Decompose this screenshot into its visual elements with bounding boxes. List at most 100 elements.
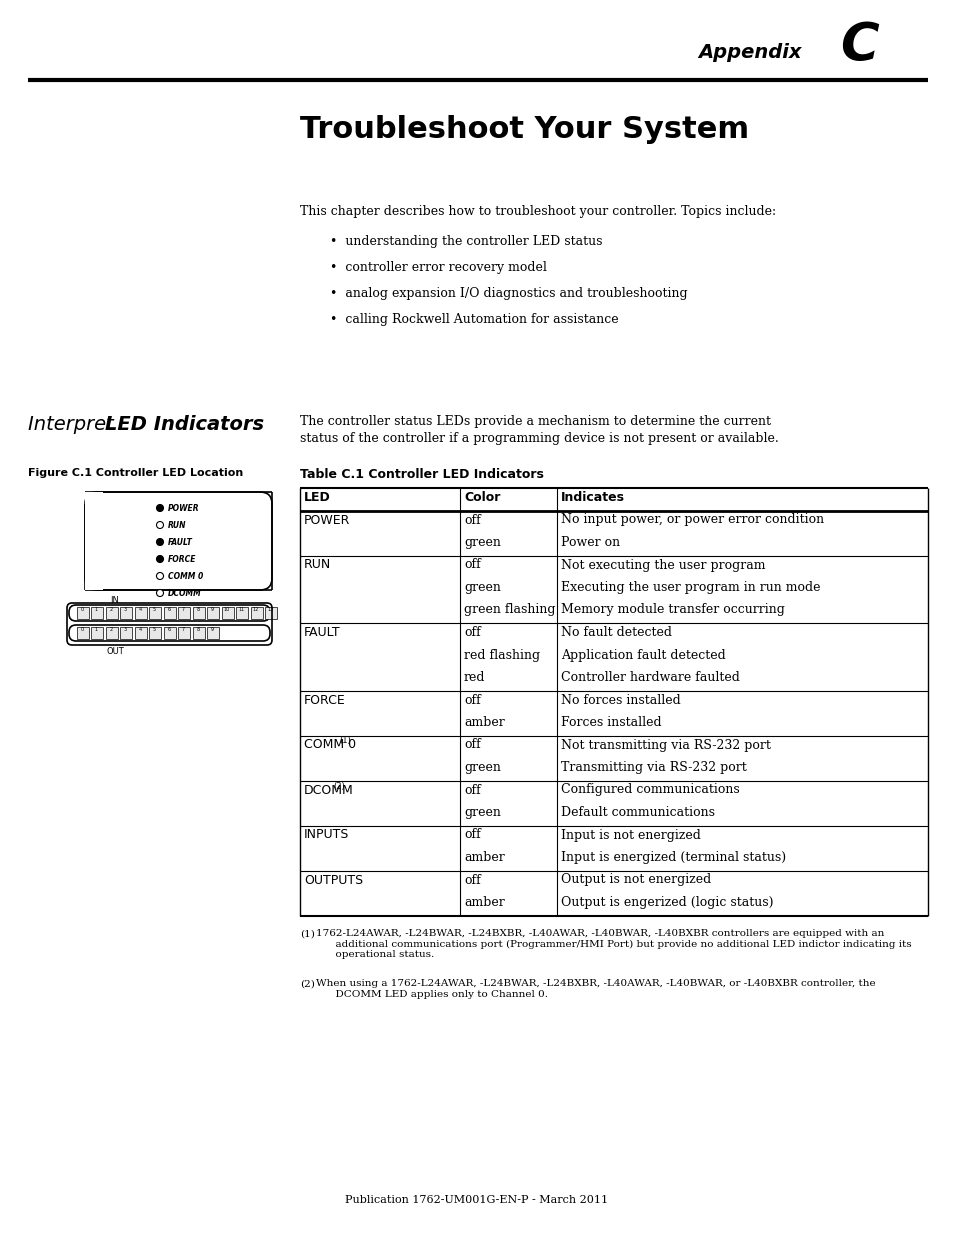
Text: 12: 12: [253, 606, 259, 613]
Text: status of the controller if a programming device is not present or available.: status of the controller if a programmin…: [299, 432, 778, 445]
Text: (2): (2): [333, 782, 344, 790]
Text: Output is engerized (logic status): Output is engerized (logic status): [560, 897, 773, 909]
Text: POWER: POWER: [304, 514, 350, 526]
Text: •  analog expansion I/O diagnostics and troubleshooting: • analog expansion I/O diagnostics and t…: [330, 287, 687, 300]
Text: Figure C.1 Controller LED Location: Figure C.1 Controller LED Location: [28, 468, 243, 478]
Text: Configured communications: Configured communications: [560, 783, 739, 797]
Text: •  calling Rockwell Automation for assistance: • calling Rockwell Automation for assist…: [330, 312, 618, 326]
Text: 0: 0: [80, 606, 84, 613]
Text: FORCE: FORCE: [168, 555, 196, 564]
Text: 13: 13: [267, 606, 274, 613]
Bar: [164, 627, 175, 638]
Text: 10: 10: [224, 606, 230, 613]
Bar: [178, 627, 191, 638]
Text: INPUTS: INPUTS: [304, 829, 349, 841]
Text: 3: 3: [124, 627, 127, 632]
Text: green flashing: green flashing: [463, 604, 555, 616]
Text: amber: amber: [463, 851, 504, 864]
Text: 0: 0: [80, 627, 84, 632]
Text: 9: 9: [211, 606, 213, 613]
Text: FAULT: FAULT: [304, 626, 340, 638]
Text: Appendix: Appendix: [698, 42, 801, 62]
Bar: [106, 627, 118, 638]
Text: No forces installed: No forces installed: [560, 694, 680, 706]
Text: green: green: [463, 536, 500, 550]
Bar: [91, 627, 103, 638]
Text: Memory module transfer occurring: Memory module transfer occurring: [560, 604, 784, 616]
Text: off: off: [463, 783, 480, 797]
Text: COMM 0: COMM 0: [304, 739, 355, 752]
Text: Not transmitting via RS-232 port: Not transmitting via RS-232 port: [560, 739, 770, 752]
Text: The controller status LEDs provide a mechanism to determine the current: The controller status LEDs provide a mec…: [299, 415, 770, 429]
Text: Input is not energized: Input is not energized: [560, 829, 700, 841]
Bar: [91, 606, 103, 619]
Bar: [77, 606, 89, 619]
Bar: [251, 606, 263, 619]
Text: Transmitting via RS-232 port: Transmitting via RS-232 port: [560, 761, 746, 774]
Text: OUT: OUT: [106, 647, 124, 656]
Text: Input is energized (terminal status): Input is energized (terminal status): [560, 851, 785, 864]
Text: •  understanding the controller LED status: • understanding the controller LED statu…: [330, 235, 602, 248]
Text: off: off: [463, 873, 480, 887]
Text: Color: Color: [463, 492, 500, 504]
Text: off: off: [463, 558, 480, 572]
Text: 2: 2: [110, 606, 112, 613]
Text: 1: 1: [95, 627, 98, 632]
Bar: [222, 606, 233, 619]
Bar: [208, 606, 219, 619]
Bar: [106, 606, 118, 619]
Text: 3: 3: [124, 606, 127, 613]
Bar: [135, 606, 147, 619]
Circle shape: [156, 521, 163, 529]
Circle shape: [156, 589, 163, 597]
Bar: [120, 606, 132, 619]
Text: amber: amber: [463, 716, 504, 729]
Bar: [85, 492, 103, 590]
Text: 11: 11: [238, 606, 244, 613]
Text: 6: 6: [168, 627, 171, 632]
Text: (2): (2): [299, 979, 314, 988]
Text: (1): (1): [338, 736, 350, 746]
Text: 5: 5: [152, 606, 156, 613]
Text: off: off: [463, 739, 480, 752]
Text: Controller hardware faulted: Controller hardware faulted: [560, 671, 740, 684]
Text: red flashing: red flashing: [463, 648, 539, 662]
FancyBboxPatch shape: [69, 625, 270, 641]
Text: COMM 0: COMM 0: [168, 572, 203, 580]
Text: 1: 1: [95, 606, 98, 613]
Bar: [150, 627, 161, 638]
Text: Executing the user program in run mode: Executing the user program in run mode: [560, 580, 820, 594]
Text: 1762-L24AWAR, -L24BWAR, -L24BXBR, -L40AWAR, -L40BWAR, -L40BXBR controllers are e: 1762-L24AWAR, -L24BWAR, -L24BXBR, -L40AW…: [315, 930, 911, 960]
Text: DCOMM: DCOMM: [168, 589, 201, 598]
Bar: [135, 627, 147, 638]
Bar: [193, 606, 205, 619]
Text: •  controller error recovery model: • controller error recovery model: [330, 261, 546, 274]
Circle shape: [156, 505, 163, 511]
Bar: [77, 627, 89, 638]
Text: Power on: Power on: [560, 536, 619, 550]
Text: POWER: POWER: [168, 504, 199, 513]
Text: Output is not energized: Output is not energized: [560, 873, 711, 887]
Text: Default communications: Default communications: [560, 806, 714, 819]
FancyBboxPatch shape: [69, 605, 270, 621]
Text: Application fault detected: Application fault detected: [560, 648, 725, 662]
Text: 8: 8: [196, 627, 199, 632]
Text: FORCE: FORCE: [304, 694, 345, 706]
Text: DCOMM: DCOMM: [304, 783, 354, 797]
Text: 4: 4: [138, 606, 141, 613]
Text: 9: 9: [211, 627, 213, 632]
Text: 6: 6: [168, 606, 171, 613]
Text: LED Indicators: LED Indicators: [105, 415, 264, 433]
Text: 5: 5: [152, 627, 156, 632]
Text: 8: 8: [196, 606, 199, 613]
Text: off: off: [463, 694, 480, 706]
Text: Not executing the user program: Not executing the user program: [560, 558, 764, 572]
Text: No input power, or power error condition: No input power, or power error condition: [560, 514, 823, 526]
Text: Troubleshoot Your System: Troubleshoot Your System: [299, 116, 748, 144]
Text: 7: 7: [182, 627, 185, 632]
Bar: [193, 627, 205, 638]
Bar: [178, 606, 191, 619]
Bar: [265, 606, 277, 619]
FancyBboxPatch shape: [85, 492, 272, 590]
Text: IN: IN: [111, 597, 119, 605]
